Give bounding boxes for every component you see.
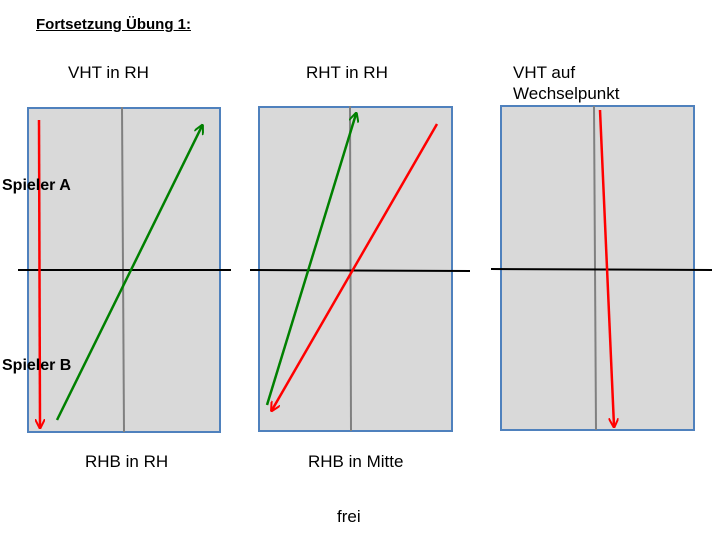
court-3 bbox=[490, 105, 713, 431]
court-3-net bbox=[490, 268, 713, 271]
court-2-red-arrow bbox=[272, 123, 439, 410]
court-1-top-label: VHT in RH bbox=[68, 63, 149, 82]
court-2-net bbox=[249, 269, 471, 272]
court-2-top-label: RHT in RH bbox=[306, 63, 388, 82]
court-1-bottom-label: RHB in RH bbox=[85, 452, 169, 471]
player-a-label: Spieler A bbox=[2, 177, 71, 194]
court-3-top-label-line1: VHT auf bbox=[513, 63, 576, 82]
court-2-green-arrow bbox=[265, 114, 356, 406]
player-b-label: Spieler B bbox=[2, 357, 72, 374]
court-3-top-label-line2: Wechselpunkt bbox=[513, 84, 620, 103]
court-2-bottom-label: RHB in Mitte bbox=[308, 452, 404, 471]
court-1-green-arrow bbox=[55, 126, 202, 421]
page-title: Fortsetzung Übung 1: bbox=[36, 16, 191, 33]
footer-text: frei bbox=[337, 507, 361, 526]
court-3-red-arrow bbox=[598, 109, 614, 426]
court-1-red-arrow bbox=[39, 119, 40, 427]
court-3-center-line bbox=[593, 105, 597, 431]
court-2 bbox=[249, 105, 471, 432]
court-2-center-line bbox=[349, 105, 352, 432]
court-3-area bbox=[500, 105, 695, 431]
court-1 bbox=[18, 106, 231, 433]
